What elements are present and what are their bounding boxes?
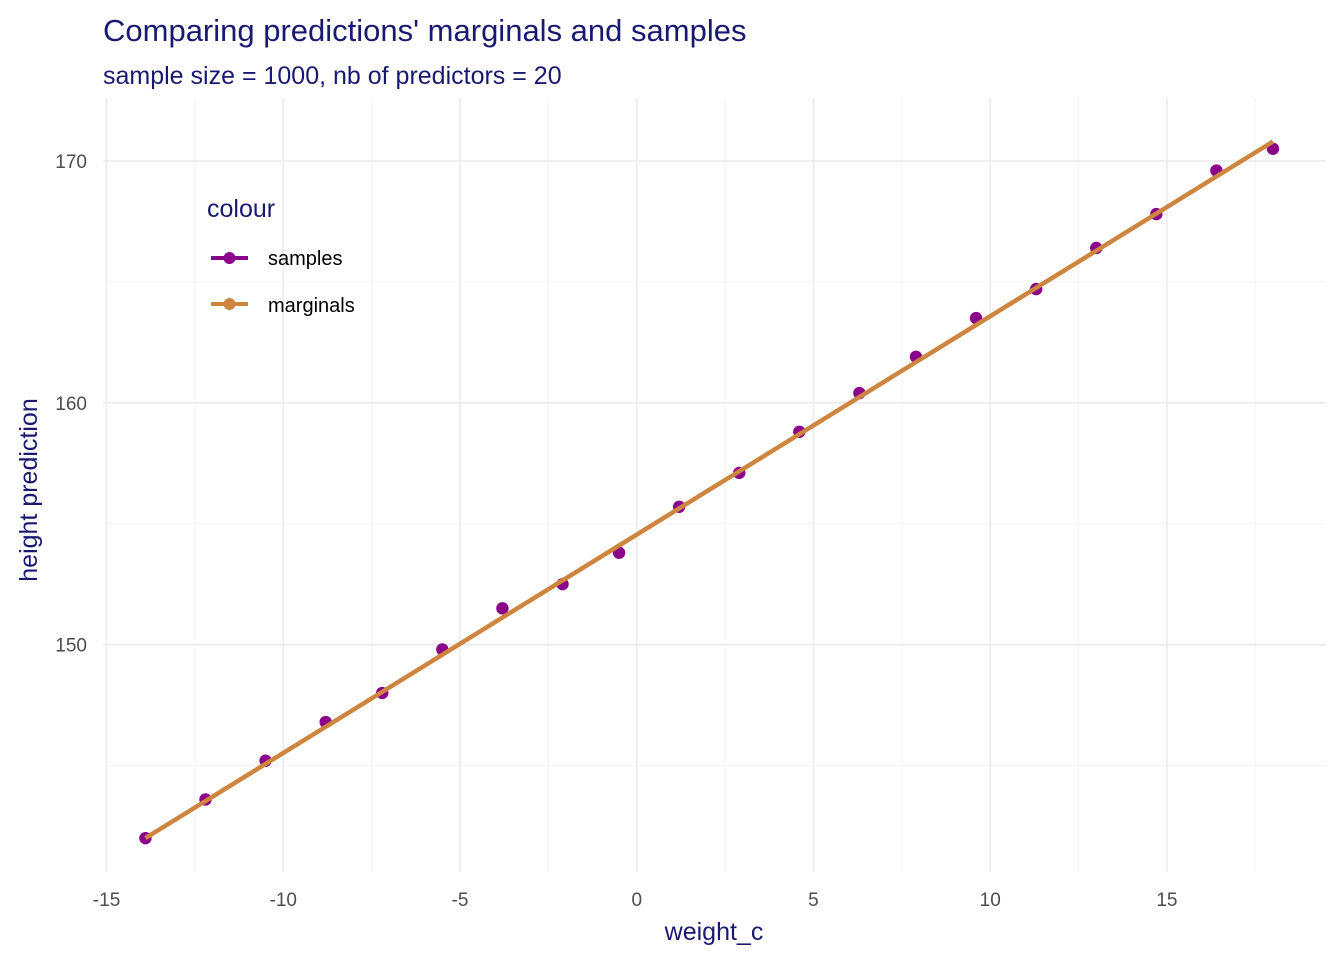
legend: colour samples marginals bbox=[207, 195, 355, 317]
x-tick-label: 10 bbox=[980, 890, 1001, 911]
legend-item-samples: samples bbox=[211, 248, 342, 270]
x-axis-title: weight_c bbox=[664, 918, 764, 946]
y-tick-label: 170 bbox=[55, 152, 87, 173]
chart-title: Comparing predictions' marginals and sam… bbox=[103, 13, 746, 48]
legend-label-marginals: marginals bbox=[268, 295, 355, 317]
x-tick-label: -10 bbox=[270, 890, 297, 911]
legend-title: colour bbox=[207, 195, 275, 223]
marginals-line bbox=[144, 139, 1275, 841]
y-tick-label: 150 bbox=[55, 636, 87, 657]
x-tick-label: 5 bbox=[808, 890, 819, 911]
x-tick-label: -15 bbox=[93, 890, 120, 911]
legend-item-marginals: marginals bbox=[211, 295, 355, 317]
x-axis-tick-labels: -15 -10 -5 0 5 10 15 bbox=[93, 890, 1178, 911]
legend-label-samples: samples bbox=[268, 248, 342, 270]
major-gridlines bbox=[103, 98, 1326, 872]
x-tick-label: 0 bbox=[631, 890, 642, 911]
y-tick-label: 160 bbox=[55, 394, 87, 415]
plot-series bbox=[139, 139, 1280, 845]
chart-subtitle: sample size = 1000, nb of predictors = 2… bbox=[103, 62, 562, 90]
y-axis-tick-labels: 150 160 170 bbox=[55, 152, 87, 657]
legend-key-samples-point bbox=[223, 252, 236, 264]
legend-key-marginals-point bbox=[223, 298, 236, 310]
y-axis-title: height prediction bbox=[15, 398, 43, 581]
minor-gridlines bbox=[103, 98, 1326, 872]
x-tick-label: -5 bbox=[452, 890, 469, 911]
x-tick-label: 15 bbox=[1156, 890, 1177, 911]
sample-point bbox=[496, 602, 509, 615]
